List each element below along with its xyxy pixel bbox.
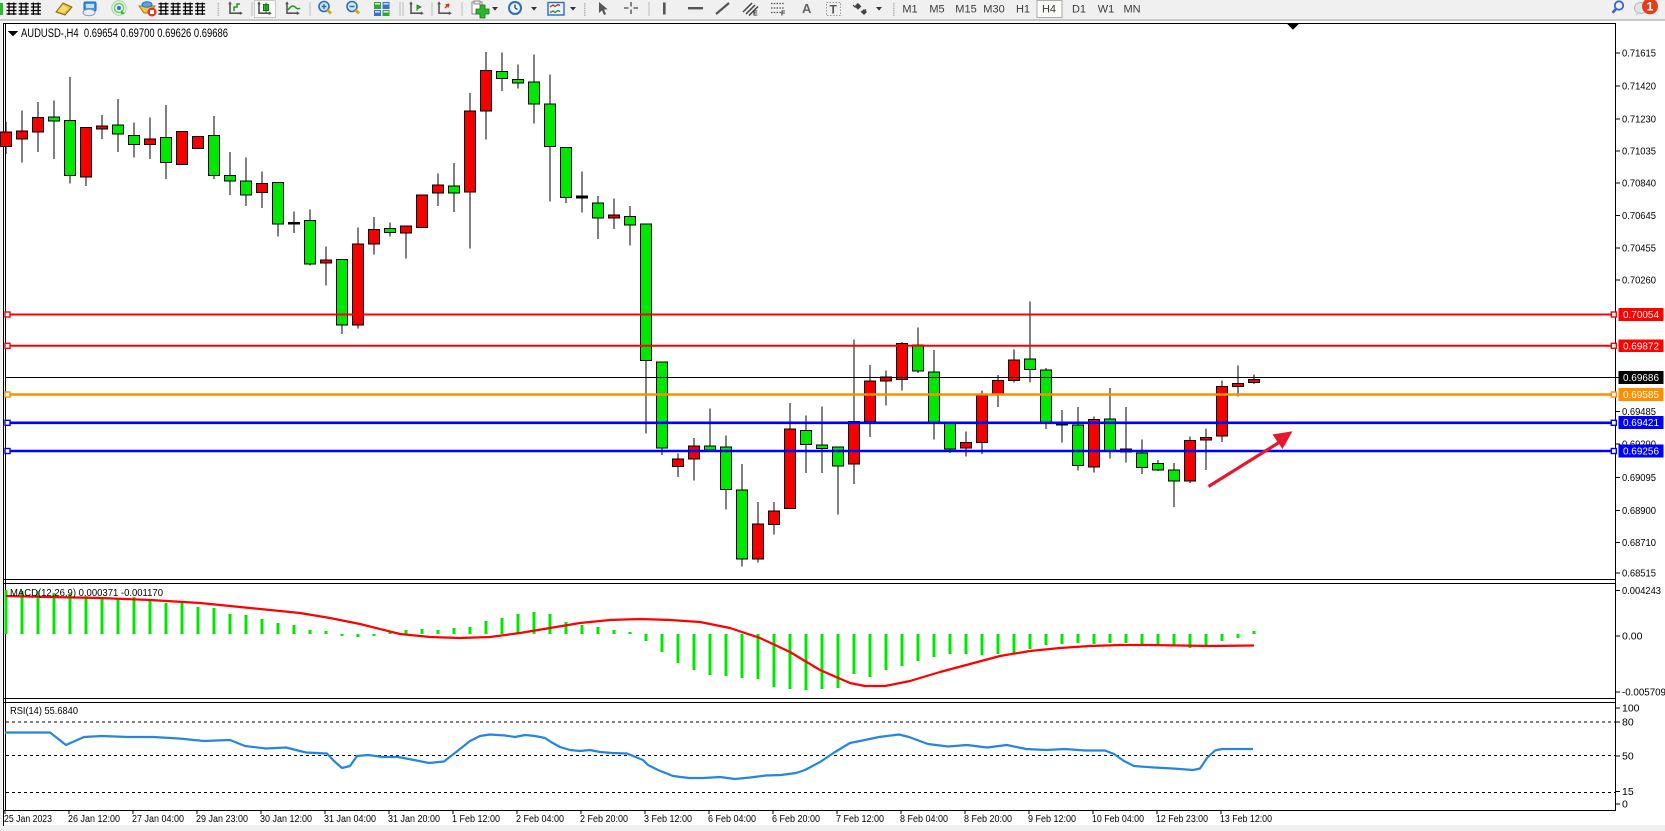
svg-text:0.70455: 0.70455 (1622, 243, 1656, 255)
svg-text:0.69095: 0.69095 (1622, 472, 1656, 484)
svg-text:6 Feb 20:00: 6 Feb 20:00 (772, 813, 820, 825)
svg-text:0.70260: 0.70260 (1622, 275, 1656, 287)
svg-text:0.69421: 0.69421 (1623, 417, 1659, 429)
svg-text:MN: MN (1123, 4, 1140, 16)
svg-text:9 Feb 12:00: 9 Feb 12:00 (1028, 813, 1076, 825)
svg-text:0.004243: 0.004243 (1622, 585, 1661, 597)
svg-text:1: 1 (1647, 0, 1654, 14)
svg-text:MACD(12,26,9) 0.000371 -0.0011: MACD(12,26,9) 0.000371 -0.001170 (10, 587, 163, 599)
svg-text:12 Feb 23:00: 12 Feb 23:00 (1156, 813, 1208, 825)
svg-text:0.68515: 0.68515 (1622, 568, 1656, 580)
svg-text:0.69256: 0.69256 (1623, 446, 1659, 458)
svg-text:0.71615: 0.71615 (1622, 48, 1656, 60)
svg-text:80: 80 (1622, 717, 1634, 729)
svg-text:8 Feb 04:00: 8 Feb 04:00 (900, 813, 948, 825)
svg-text:0.69872: 0.69872 (1623, 340, 1659, 352)
svg-text:0.00: 0.00 (1622, 631, 1643, 643)
svg-text:0.71230: 0.71230 (1622, 114, 1656, 126)
svg-text:100: 100 (1622, 703, 1640, 715)
svg-text:M1: M1 (902, 4, 917, 16)
svg-text:8 Feb 20:00: 8 Feb 20:00 (964, 813, 1012, 825)
svg-text:0.71420: 0.71420 (1622, 81, 1656, 93)
svg-text:2 Feb 04:00: 2 Feb 04:00 (516, 813, 564, 825)
svg-text:13 Feb 12:00: 13 Feb 12:00 (1220, 813, 1272, 825)
svg-text:31 Jan 20:00: 31 Jan 20:00 (388, 813, 440, 825)
svg-text:0.70840: 0.70840 (1622, 178, 1656, 190)
svg-text:M15: M15 (955, 4, 976, 16)
svg-text:H4: H4 (1042, 4, 1056, 16)
svg-text:7 Feb 12:00: 7 Feb 12:00 (836, 813, 884, 825)
svg-text:D1: D1 (1072, 4, 1086, 16)
svg-text:27 Jan 04:00: 27 Jan 04:00 (132, 813, 184, 825)
svg-text:0.68900: 0.68900 (1622, 505, 1656, 517)
svg-text:0.69686: 0.69686 (1623, 372, 1659, 384)
svg-text:31 Jan 04:00: 31 Jan 04:00 (324, 813, 376, 825)
svg-text:E: E (753, 11, 758, 18)
svg-text:0.69585: 0.69585 (1623, 389, 1659, 401)
svg-text:2 Feb 20:00: 2 Feb 20:00 (580, 813, 628, 825)
svg-text:6 Feb 04:00: 6 Feb 04:00 (708, 813, 756, 825)
svg-text:0: 0 (1622, 799, 1628, 811)
svg-text:50: 50 (1622, 751, 1634, 763)
svg-text:M5: M5 (929, 4, 944, 16)
svg-text:26 Jan 12:00: 26 Jan 12:00 (68, 813, 120, 825)
svg-text:W1: W1 (1098, 4, 1115, 16)
svg-text:0.70645: 0.70645 (1622, 210, 1656, 222)
svg-text:0.70054: 0.70054 (1623, 309, 1659, 321)
svg-text:15: 15 (1622, 786, 1634, 798)
svg-text:A: A (802, 1, 812, 16)
svg-text:10 Feb 04:00: 10 Feb 04:00 (1092, 813, 1144, 825)
svg-text:0.71035: 0.71035 (1622, 146, 1656, 158)
svg-text:F: F (781, 11, 786, 18)
svg-text:T: T (830, 3, 838, 17)
svg-text:0.68710: 0.68710 (1622, 537, 1656, 549)
svg-text:M30: M30 (983, 4, 1004, 16)
svg-text:-0.005709: -0.005709 (1622, 687, 1665, 699)
svg-text:29 Jan 23:00: 29 Jan 23:00 (196, 813, 248, 825)
svg-text:AUDUSD-,H4 0.69654 0.69700 0.: AUDUSD-,H4 0.69654 0.69700 0.69626 0.696… (21, 28, 228, 40)
svg-text:3 Feb 12:00: 3 Feb 12:00 (644, 813, 692, 825)
svg-text:25 Jan 2023: 25 Jan 2023 (4, 813, 52, 825)
svg-text:1 Feb 12:00: 1 Feb 12:00 (452, 813, 500, 825)
svg-text:H1: H1 (1016, 4, 1030, 16)
svg-text:0.69485: 0.69485 (1622, 406, 1656, 418)
svg-text:30 Jan 12:00: 30 Jan 12:00 (260, 813, 312, 825)
svg-text:RSI(14) 55.6840: RSI(14) 55.6840 (10, 705, 78, 717)
